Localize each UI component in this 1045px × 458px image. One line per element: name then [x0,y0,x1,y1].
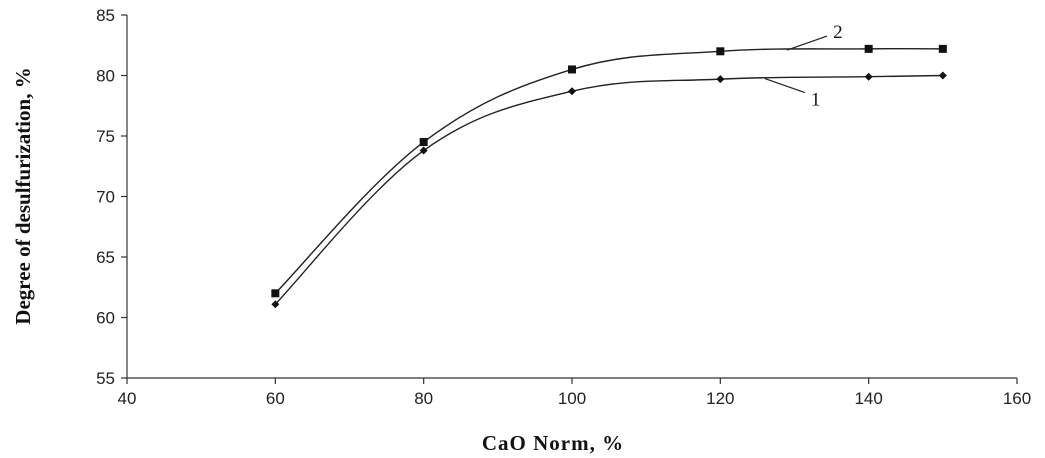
data-point-diamond [568,87,576,96]
y-tick-label: 75 [96,127,115,146]
x-tick-label: 140 [854,389,882,408]
y-tick-label: 80 [96,67,115,86]
data-point-square [568,65,576,74]
y-tick-label: 65 [96,248,115,267]
series-line-2 [274,47,943,294]
x-axis-label: CaO Norm, % [482,431,624,455]
x-tick-label: 120 [706,389,734,408]
y-axis-label: Degree of desulfurization, % [11,67,35,324]
series-group [271,44,947,309]
data-point-diamond [716,75,725,84]
leader-line-1 [764,77,806,94]
data-point-square [271,289,280,298]
curve-labels: 12 [764,22,843,111]
x-tick-label: 40 [118,389,137,408]
data-point-square [864,44,873,53]
y-tick-label: 60 [96,309,115,328]
data-point-square [419,138,428,147]
y-ticks: 55 60 65 70 75 80 85 [96,6,127,388]
data-point-square [938,44,947,53]
y-tick-label: 85 [96,6,115,25]
data-point-diamond [864,72,873,81]
y-tick-label: 55 [96,369,115,388]
curve-label-1: 1 [811,90,821,111]
data-point-diamond [271,300,280,309]
x-ticks: 40 60 80 100 120 140 160 [118,378,1031,408]
curve-label-2: 2 [833,22,843,43]
leader-line-2 [786,35,828,51]
x-tick-label: 60 [266,389,285,408]
x-tick-label: 80 [414,389,433,408]
data-point-diamond [938,71,947,80]
data-point-diamond [419,146,428,155]
data-point-square [716,47,725,56]
x-tick-label: 100 [558,389,586,408]
series-line-1 [274,74,943,305]
y-tick-label: 70 [96,188,115,207]
x-tick-label: 160 [1003,389,1031,408]
